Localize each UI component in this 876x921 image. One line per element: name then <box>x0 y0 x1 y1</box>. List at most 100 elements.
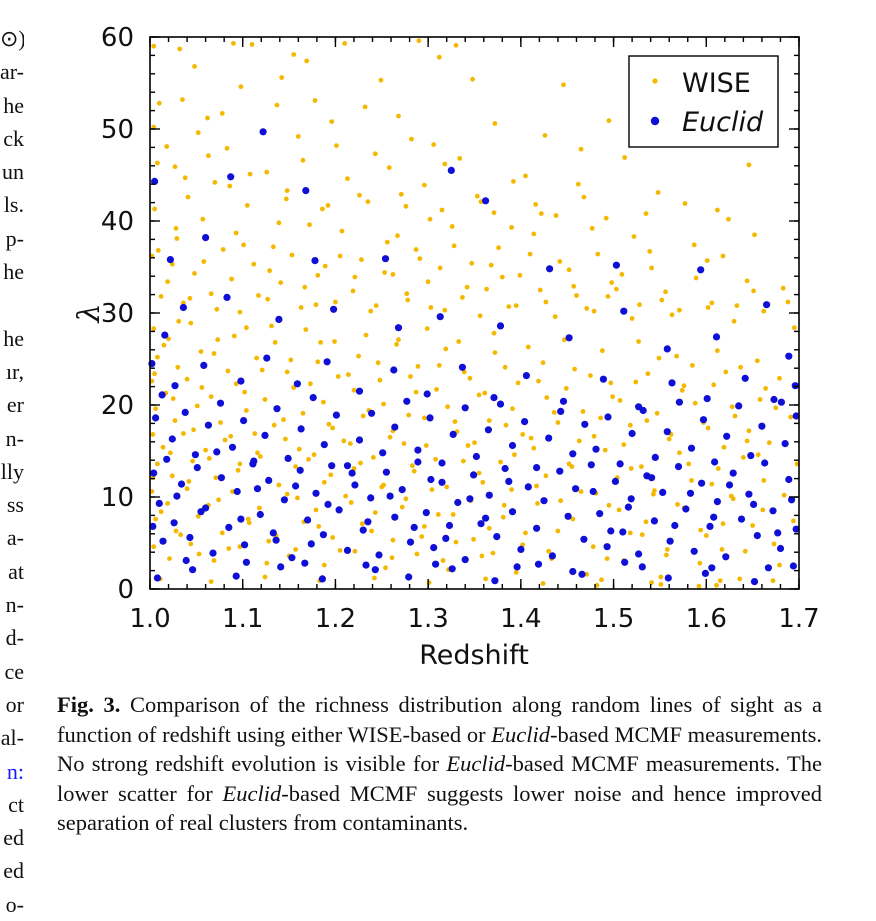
data-point-wise <box>350 288 356 294</box>
data-point-euclid <box>152 414 160 422</box>
data-point-wise <box>390 272 396 277</box>
data-point-euclid <box>513 563 521 571</box>
left-column-line: a- <box>6 525 24 551</box>
data-point-wise <box>445 404 450 410</box>
data-point-euclid <box>166 256 174 264</box>
data-point-wise <box>498 459 503 465</box>
left-column-line[interactable]: n: <box>6 758 24 784</box>
data-point-wise <box>654 410 660 416</box>
data-point-wise <box>283 196 289 202</box>
data-point-euclid <box>524 483 532 491</box>
data-point-wise <box>729 404 735 410</box>
data-point-euclid <box>729 469 737 477</box>
data-point-euclid <box>545 434 553 442</box>
data-point-wise <box>636 339 641 344</box>
legend-marker-euclid <box>650 116 660 126</box>
data-point-euclid <box>269 529 277 537</box>
data-point-wise <box>703 533 709 538</box>
data-point-euclid <box>753 532 761 540</box>
data-point-wise <box>483 576 488 582</box>
data-point-wise <box>453 539 459 545</box>
data-point-wise <box>238 84 244 90</box>
data-point-wise <box>741 455 746 460</box>
data-point-euclid <box>648 474 656 482</box>
legend: WISE Euclid <box>628 55 779 148</box>
data-point-wise <box>647 249 653 254</box>
data-point-wise <box>614 286 619 292</box>
left-column-line: ss <box>6 492 24 518</box>
data-point-wise <box>158 509 164 515</box>
data-point-euclid <box>348 469 356 477</box>
data-point-euclid <box>619 528 627 536</box>
data-point-euclid <box>427 475 435 484</box>
data-point-wise <box>208 291 214 297</box>
data-point-wise <box>174 236 180 241</box>
data-point-wise <box>373 303 379 308</box>
data-point-wise <box>220 247 226 252</box>
data-point-wise <box>428 305 434 310</box>
data-point-wise <box>423 443 429 448</box>
data-point-wise <box>257 505 262 511</box>
data-point-wise <box>262 397 268 402</box>
data-point-euclid <box>703 395 711 403</box>
data-point-euclid <box>432 560 440 568</box>
data-point-euclid <box>470 471 478 479</box>
caption-fragment: -based MCMF measurements. The lower scat… <box>57 751 822 806</box>
data-point-wise <box>506 304 512 309</box>
data-point-euclid <box>706 522 714 531</box>
data-point-euclid <box>508 508 517 516</box>
data-point-euclid <box>578 570 586 578</box>
data-point-euclid <box>466 495 474 503</box>
data-point-wise <box>509 487 514 492</box>
data-point-wise <box>187 295 193 301</box>
data-point-euclid <box>548 552 557 560</box>
x-tick-label: 1.3 <box>407 604 448 634</box>
data-point-wise <box>627 422 633 428</box>
data-point-wise <box>177 46 183 52</box>
data-point-wise <box>643 519 649 525</box>
data-point-euclid <box>546 265 554 273</box>
data-point-euclid <box>501 464 509 473</box>
scatter-chart: 1.0 1.1 1.2 1.3 1.4 1.5 1.6 1.7 0 10 20 30 40 50 60 R… <box>72 23 820 671</box>
data-point-wise <box>259 367 265 373</box>
data-point-wise <box>501 502 507 508</box>
data-point-euclid <box>533 524 541 532</box>
data-point-wise <box>440 558 446 563</box>
data-point-euclid <box>638 563 646 571</box>
legend-label-euclid: Euclid <box>682 107 764 138</box>
data-point-wise <box>619 272 625 277</box>
data-point-euclid <box>580 535 588 543</box>
data-point-wise <box>345 176 350 182</box>
data-point-wise <box>484 286 489 292</box>
data-point-wise <box>264 169 270 175</box>
data-point-euclid <box>758 422 766 430</box>
data-point-euclid <box>675 398 684 406</box>
data-point-wise <box>480 479 486 485</box>
data-point-wise <box>686 461 692 467</box>
data-point-euclid <box>659 488 667 496</box>
data-point-wise <box>752 232 757 238</box>
data-point-wise <box>575 181 581 187</box>
data-point-euclid <box>242 558 250 566</box>
data-point-wise <box>705 305 711 310</box>
left-column-line: ır, <box>5 358 24 384</box>
data-point-wise <box>188 541 194 547</box>
data-point-wise <box>781 492 787 498</box>
data-point-wise <box>755 452 761 458</box>
data-point-wise <box>486 418 492 423</box>
data-point-wise <box>477 313 483 319</box>
data-point-wise <box>693 275 699 281</box>
data-point-wise <box>734 303 740 308</box>
data-point-euclid <box>477 520 485 528</box>
data-point-euclid <box>330 305 338 313</box>
data-point-wise <box>184 376 190 382</box>
y-tick-labels: 0 10 20 30 40 50 60 <box>101 23 134 605</box>
left-column-line: ck <box>3 125 24 151</box>
data-point-wise <box>321 479 327 485</box>
data-point-wise <box>170 396 176 401</box>
data-point-wise <box>552 314 558 320</box>
data-point-euclid <box>493 533 501 541</box>
data-point-wise <box>173 528 179 534</box>
data-point-euclid <box>436 313 444 321</box>
data-point-wise <box>180 97 185 102</box>
